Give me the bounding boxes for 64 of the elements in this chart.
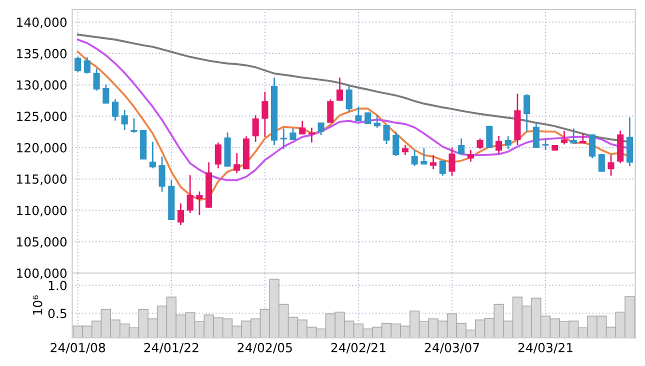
candlestick: [411, 149, 418, 167]
candlestick: [402, 144, 408, 156]
candlestick: [346, 85, 352, 112]
candlestick: [570, 128, 577, 144]
candlestick: [308, 127, 315, 144]
candlestick: [84, 56, 90, 74]
y-tick-label: 1.0: [48, 280, 67, 290]
y-tick-label: 125,000: [17, 112, 67, 122]
candlestick: [392, 130, 400, 157]
candlestick: [186, 174, 194, 214]
candlestick: [318, 122, 324, 136]
y-tick-label: 135,000: [17, 48, 67, 60]
y-tick-label: 115,000: [17, 174, 67, 186]
candlestick: [177, 202, 184, 226]
candlestick: [130, 118, 138, 134]
candlestick: [121, 109, 128, 131]
candlestick: [112, 98, 119, 122]
y-tick-label: 130,000: [17, 80, 67, 92]
candlestick: [102, 84, 110, 104]
candlestick: [476, 138, 484, 150]
candlestick: [74, 56, 82, 73]
candlestick: [598, 153, 605, 172]
candlestick: [532, 122, 540, 149]
candlestick: [158, 156, 166, 192]
candlestick: [448, 146, 456, 176]
candlestick: [299, 120, 306, 136]
candlestick: [280, 128, 287, 150]
y-tick-label: 105,000: [17, 237, 67, 248]
candlestick: [214, 142, 222, 169]
x-tick-label: 24/01/08: [50, 342, 106, 354]
x-tick-label: 24/02/05: [238, 342, 292, 354]
candlestick: [542, 138, 549, 151]
candlestick: [504, 136, 512, 150]
candlestick: [560, 130, 568, 146]
candlestick: [420, 147, 428, 166]
y-tick-label: 0.5: [48, 308, 66, 318]
candlestick: [608, 154, 614, 176]
candlestick: [467, 149, 474, 162]
candlestick: [524, 94, 530, 132]
candlestick: [262, 91, 268, 138]
candlestick: [252, 114, 259, 143]
candlestick: [355, 106, 362, 122]
candlestick: [93, 68, 100, 92]
y-tick-label: 120,000: [17, 143, 67, 154]
y-tick-label: 100,000: [17, 268, 67, 280]
x-tick-label: 24/03/21: [518, 342, 572, 354]
candlestick: [495, 135, 502, 154]
candlestick: [439, 160, 446, 176]
candlestick: [149, 141, 156, 169]
y-axis-title: 10⁶: [32, 295, 42, 315]
candlestick: [589, 134, 596, 159]
x-tick-label: 24/02/21: [331, 342, 386, 354]
candlestick: [486, 125, 493, 149]
x-tick-label: 24/01/22: [144, 342, 198, 354]
candlestick: [580, 132, 586, 144]
candlestick: [196, 190, 203, 216]
candlestick: [336, 76, 344, 102]
candlestick: [327, 98, 334, 124]
y-tick-label: 140,000: [17, 18, 67, 28]
candlestick: [383, 124, 390, 145]
candlestick: [458, 138, 465, 155]
x-tick-label: 24/03/07: [424, 342, 479, 354]
candlestick: [234, 152, 240, 174]
y-tick-label: 110,000: [17, 206, 67, 216]
